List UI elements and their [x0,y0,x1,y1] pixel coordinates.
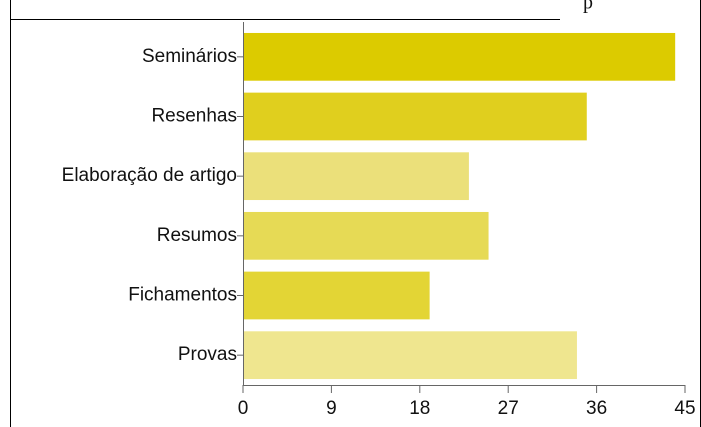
x-tick-label: 45 [674,398,695,419]
y-tick-label: Provas [178,344,237,365]
x-tick-label: 9 [326,398,337,419]
y-tick-label: Resumos [157,225,237,246]
bar [243,92,587,141]
y-tick-label: Seminários [142,46,237,67]
x-tick-label: 0 [238,398,249,419]
bar [243,211,489,260]
x-tick-label: 36 [586,398,607,419]
x-tick-label: 18 [409,398,430,419]
x-tick-label: 27 [498,398,519,419]
y-tick-label: Resenhas [151,106,237,127]
header-fragment: p [583,0,593,14]
bar [243,32,676,81]
bar [243,331,577,380]
bar [243,271,430,320]
y-tick-label: Elaboração de artigo [62,165,237,186]
bar [243,152,469,201]
y-tick-label: Fichamentos [128,285,237,306]
